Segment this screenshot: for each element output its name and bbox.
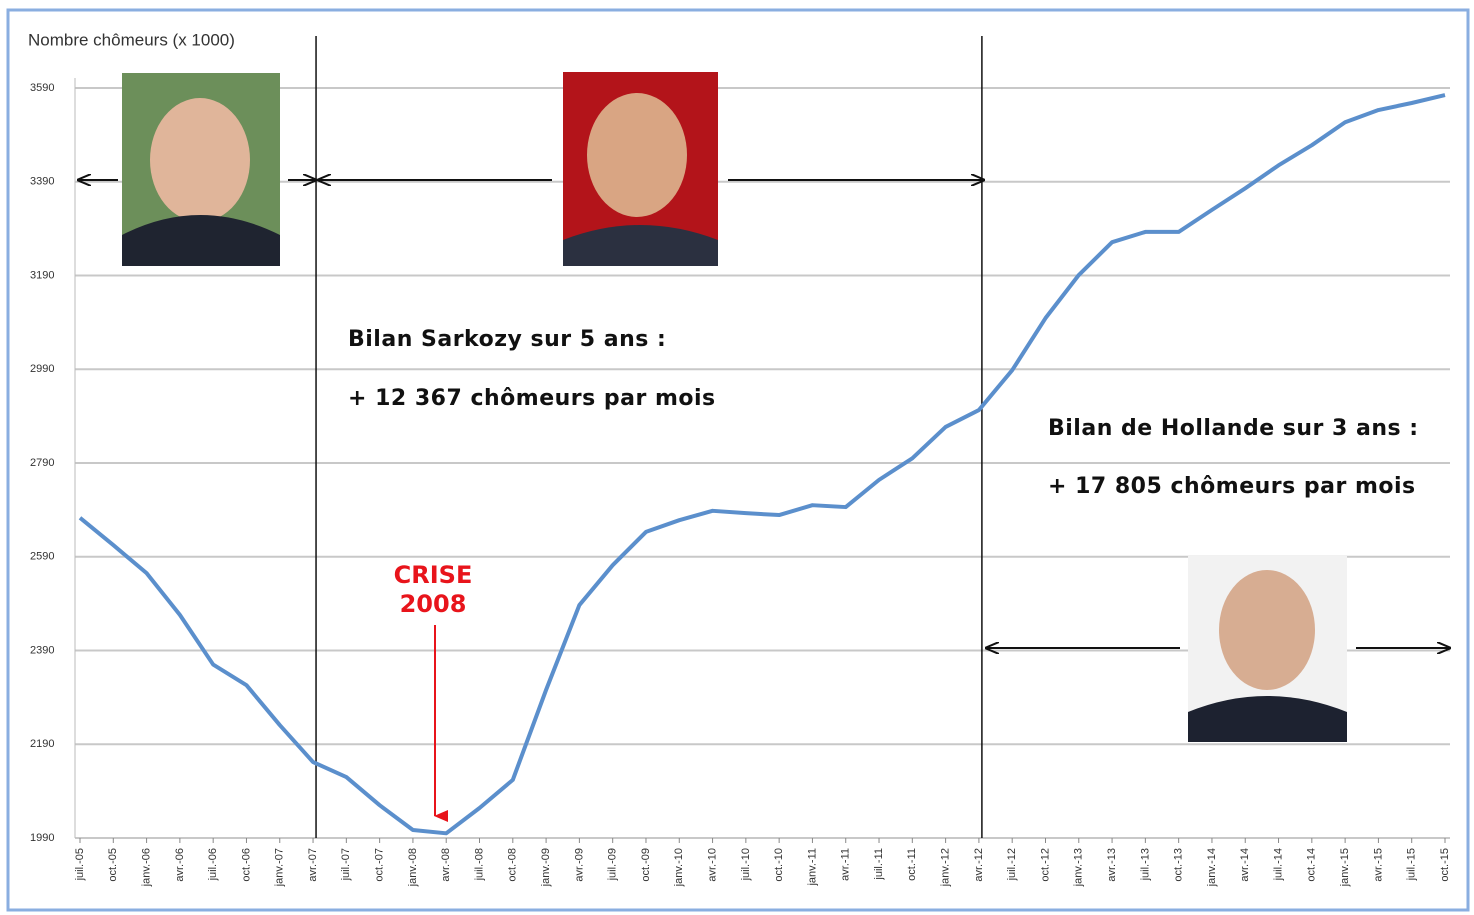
x-tick-label: oct.-13 [1173,848,1185,882]
annotation: + 12 367 chômeurs par mois [348,386,716,411]
chart: Nombre chômeurs (x 1000) 1990 2190 2390 259… [0,0,1474,915]
x-tick-label: avr.-09 [573,848,585,882]
y-tick-label: 2990 [30,363,54,375]
photo-sarkozy [563,72,718,266]
x-tick-label: juil.-10 [740,848,752,881]
x-tick-label: janv.-08 [407,848,419,887]
x-tick-label: juil.-11 [873,848,885,881]
y-tick-label: 2590 [30,551,54,563]
y-tick-label: 2190 [30,738,54,750]
x-tick-label: juil.-15 [1406,848,1418,881]
x-tick-label: juil.-12 [1006,848,1018,881]
annotation: + 17 805 chômeurs par mois [1048,474,1416,499]
x-tick-label: janv.-07 [274,848,286,887]
x-tick-label: juil.-07 [340,848,352,881]
x-tick-label: avr.-12 [973,848,985,882]
y-axis-title: Nombre chômeurs (x 1000) [28,30,235,49]
y-tick-label: 2790 [30,457,54,469]
photo-chirac [122,73,280,266]
x-tick-label: janv.-06 [140,848,152,887]
y-tick-label: 3390 [30,176,54,188]
x-tick-label: janv.-10 [673,848,685,887]
x-tick-label: janv.-12 [940,848,952,887]
x-tick-label: oct.-09 [640,848,652,882]
x-tick-label: avr.-14 [1239,848,1251,882]
x-tick-label: oct.-10 [773,848,785,882]
annotation: CRISE [394,561,473,589]
x-tick-label: oct.-05 [107,848,119,882]
x-tick-label: oct.-12 [1039,848,1051,882]
x-tick-label: oct.-11 [906,848,918,881]
x-tick-label: janv.-11 [806,848,818,887]
x-tick-label: janv.-13 [1073,848,1085,887]
x-tick-label: oct.-07 [374,848,386,882]
x-tick-label: avr.-06 [174,848,186,882]
x-tick-label: avr.-07 [307,848,319,882]
annotation: Bilan Sarkozy sur 5 ans : [348,327,666,352]
y-tick-label: 1990 [30,832,54,844]
x-tick-label: juil.-06 [207,848,219,881]
x-tick-label: avr.-08 [440,848,452,882]
x-tick-label: oct.-08 [507,848,519,882]
y-tick-label: 3190 [30,269,54,281]
x-tick-label: janv.-15 [1339,848,1351,887]
x-tick-label: avr.-10 [706,848,718,882]
x-tick-label: juil.-09 [607,848,619,881]
x-tick-label: oct.-06 [240,848,252,882]
x-tick-label: avr.-15 [1372,848,1384,882]
x-tick-label: avr.-13 [1106,848,1118,882]
y-tick-label: 3590 [30,82,54,94]
x-tick-label: oct.-14 [1306,848,1318,882]
annotation: Bilan de Hollande sur 3 ans : [1048,416,1419,441]
annotation: 2008 [400,590,467,618]
x-tick-label: juil.-05 [74,848,86,881]
x-tick-label: juil.-08 [473,848,485,881]
x-tick-label: avr.-11 [840,848,852,881]
x-tick-label: janv.-14 [1206,848,1218,887]
x-tick-label: juil.-13 [1139,848,1151,881]
x-tick-label: oct.-15 [1439,848,1451,882]
photo-hollande [1188,556,1347,742]
x-tick-label: juil.-14 [1272,848,1284,881]
x-tick-label: janv.-09 [540,848,552,887]
y-tick-label: 2390 [30,644,54,656]
